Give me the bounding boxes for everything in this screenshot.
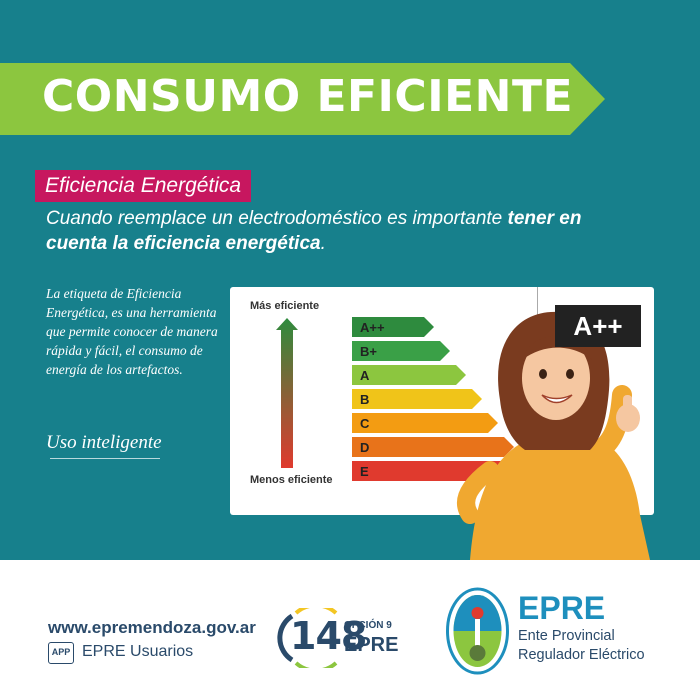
rating-bar-aplusplus: A++	[352, 317, 434, 337]
phone-option: OPCIÓN 9	[344, 620, 392, 631]
org-subtitle-line1: Ente Provincial	[518, 628, 615, 644]
scale-bottom-label: Menos eficiente	[250, 474, 333, 486]
efficiency-gradient-arrow	[276, 318, 298, 468]
rating-arrow	[352, 341, 450, 361]
title-banner: CONSUMO EFICIENTE	[0, 63, 605, 135]
rating-grade-label: D	[360, 440, 369, 455]
rating-arrow	[352, 413, 498, 433]
rating-grade-label: A	[360, 368, 370, 383]
intro-suffix: .	[320, 233, 326, 254]
rating-grade-label: A++	[360, 320, 385, 335]
rating-grade-label: B	[360, 392, 369, 407]
intro-bold: tener en cuenta la eficiencia energética	[46, 208, 582, 254]
rating-arrow	[352, 389, 482, 409]
scale-top-label: Más eficiente	[250, 300, 320, 312]
rating-bar-d: D	[352, 437, 514, 457]
card-divider	[537, 287, 538, 327]
rating-bar-b: B	[352, 389, 482, 409]
section-tag-text: Eficiencia Energética	[45, 174, 242, 197]
rating-grade-label: C	[360, 416, 370, 431]
rating-arrow	[352, 365, 466, 385]
phone-arc-icon	[277, 608, 338, 668]
org-subtitle-line2: Regulador Eléctrico	[518, 647, 645, 663]
footer	[0, 560, 700, 700]
rating-arrow	[352, 437, 514, 457]
description-text: La etiqueta de Eficiencia Energética, es…	[46, 286, 218, 377]
rating-grade-label: E	[360, 464, 369, 479]
app-icon: APP	[48, 642, 74, 664]
banner-title: CONSUMO EFICIENTE	[42, 71, 574, 122]
phone-org: EPRE	[344, 634, 399, 656]
highlight-grade-badge: A++	[555, 305, 641, 347]
provincial-seal-logo	[446, 587, 509, 675]
rating-arrow	[352, 317, 434, 337]
rating-bar-bplus: B+	[352, 341, 450, 361]
banner-arrow-shape	[0, 63, 605, 135]
website-link[interactable]: www.epremendoza.gov.ar	[48, 618, 256, 637]
intro-prefix: Cuando reemplace un electrodoméstico es …	[46, 208, 508, 229]
signature-underline	[50, 458, 160, 459]
org-title: EPRE	[518, 590, 606, 626]
rating-bar-a: A	[352, 365, 466, 385]
rating-grade-label: B+	[360, 344, 377, 359]
rating-bar-c: C	[352, 413, 498, 433]
signature-text: Uso inteligente	[46, 432, 162, 453]
intro-text: Cuando reemplace un electrodoméstico es …	[46, 206, 606, 256]
app-label[interactable]: EPRE Usuarios	[82, 643, 194, 660]
phone-number: 148	[290, 614, 367, 658]
section-tag: Eficiencia Energética	[35, 170, 252, 202]
